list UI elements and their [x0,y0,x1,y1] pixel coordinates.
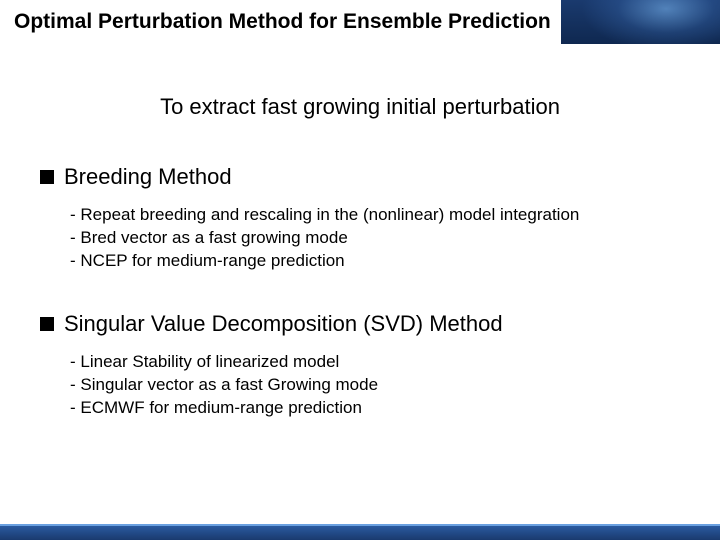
bullet-square-icon [40,317,54,331]
list-item: - Repeat breeding and rescaling in the (… [70,204,680,227]
bullet-square-icon [40,170,54,184]
title-bar: Optimal Perturbation Method for Ensemble… [0,0,720,44]
section-breeding: Breeding Method - Repeat breeding and re… [40,164,680,273]
section-heading: Singular Value Decomposition (SVD) Metho… [64,311,503,337]
section-heading-row: Breeding Method [40,164,680,190]
slide-subtitle: To extract fast growing initial perturba… [40,94,680,120]
section-items: - Repeat breeding and rescaling in the (… [40,204,680,273]
section-heading-row: Singular Value Decomposition (SVD) Metho… [40,311,680,337]
slide-content: To extract fast growing initial perturba… [0,44,720,420]
list-item: - Linear Stability of linearized model [70,351,680,374]
footer-bar [0,526,720,540]
list-item: - ECMWF for medium-range prediction [70,397,680,420]
section-svd: Singular Value Decomposition (SVD) Metho… [40,311,680,420]
list-item: - NCEP for medium-range prediction [70,250,680,273]
section-heading: Breeding Method [64,164,232,190]
title-container: Optimal Perturbation Method for Ensemble… [0,0,561,44]
slide-title: Optimal Perturbation Method for Ensemble… [14,10,551,34]
list-item: - Singular vector as a fast Growing mode [70,374,680,397]
section-items: - Linear Stability of linearized model -… [40,351,680,420]
list-item: - Bred vector as a fast growing mode [70,227,680,250]
